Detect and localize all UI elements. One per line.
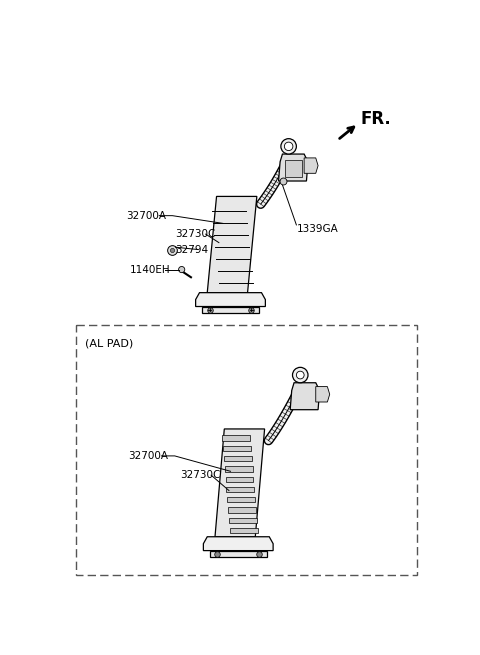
Polygon shape xyxy=(316,386,330,402)
Polygon shape xyxy=(228,497,255,502)
Polygon shape xyxy=(224,456,252,461)
Polygon shape xyxy=(226,477,253,482)
Polygon shape xyxy=(230,528,258,533)
Circle shape xyxy=(281,139,296,154)
Bar xyxy=(75,325,417,575)
Text: FR.: FR. xyxy=(360,109,392,128)
Polygon shape xyxy=(215,429,264,536)
Polygon shape xyxy=(222,436,250,441)
Polygon shape xyxy=(204,536,273,551)
Polygon shape xyxy=(285,160,302,177)
Text: 32730C: 32730C xyxy=(175,229,215,239)
Polygon shape xyxy=(304,158,318,174)
Polygon shape xyxy=(207,196,257,293)
Polygon shape xyxy=(278,154,308,181)
Circle shape xyxy=(284,142,293,151)
Text: 1140EH: 1140EH xyxy=(130,265,170,274)
Polygon shape xyxy=(210,551,267,557)
Polygon shape xyxy=(290,383,320,409)
Polygon shape xyxy=(225,466,252,472)
Circle shape xyxy=(179,267,185,272)
Polygon shape xyxy=(223,446,251,451)
Text: 32700A: 32700A xyxy=(128,451,168,461)
Polygon shape xyxy=(229,517,257,523)
Text: (AL PAD): (AL PAD) xyxy=(85,339,133,349)
Text: 32700A: 32700A xyxy=(126,211,166,221)
Text: 1339GA: 1339GA xyxy=(296,224,338,234)
Polygon shape xyxy=(227,487,254,492)
Text: 32794: 32794 xyxy=(175,244,208,255)
Polygon shape xyxy=(202,307,259,312)
Circle shape xyxy=(292,367,308,383)
Polygon shape xyxy=(228,508,256,513)
Circle shape xyxy=(296,371,304,379)
Text: 32730C: 32730C xyxy=(180,470,220,480)
Polygon shape xyxy=(196,293,265,307)
